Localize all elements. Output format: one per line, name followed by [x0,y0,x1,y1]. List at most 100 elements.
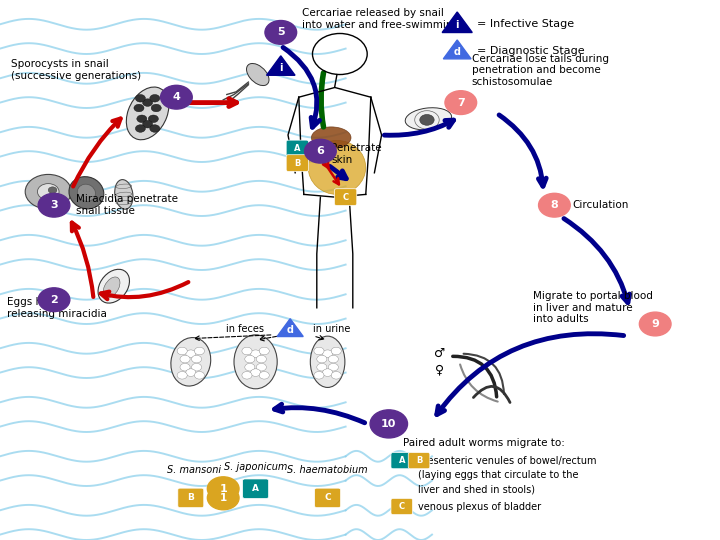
Text: Cercariae released by snail
into water and free-swimming: Cercariae released by snail into water a… [302,8,459,30]
Text: 3: 3 [50,200,58,210]
Circle shape [148,115,158,123]
Circle shape [37,184,59,200]
Circle shape [186,369,196,376]
Text: in urine: in urine [312,325,350,334]
Text: Migrate to portal blood
in liver and mature
into adults: Migrate to portal blood in liver and mat… [533,291,652,325]
Circle shape [259,372,269,379]
Circle shape [151,104,161,112]
Text: Eggs hatch
releasing miracidia: Eggs hatch releasing miracidia [7,297,107,319]
Text: Penetrate
skin: Penetrate skin [331,143,382,165]
Ellipse shape [311,127,351,148]
Text: = Diagnostic Stage: = Diagnostic Stage [477,46,584,56]
Circle shape [194,347,204,355]
Text: C: C [324,494,331,502]
Text: B: B [416,456,422,465]
Circle shape [150,125,160,132]
FancyBboxPatch shape [287,154,308,172]
Polygon shape [277,319,303,336]
Ellipse shape [103,277,120,298]
Text: 1: 1 [220,493,227,503]
FancyBboxPatch shape [391,498,413,515]
Circle shape [305,139,336,163]
Text: B: B [294,159,300,167]
Circle shape [242,372,252,379]
Circle shape [180,363,190,371]
FancyBboxPatch shape [178,488,204,508]
Text: i: i [279,64,282,73]
Circle shape [314,347,324,355]
Circle shape [177,347,187,355]
Circle shape [265,21,297,44]
Ellipse shape [69,177,104,209]
Circle shape [245,355,255,363]
Text: ♀: ♀ [435,363,444,376]
Text: Miracidia penetrate
snail tissue: Miracidia penetrate snail tissue [76,194,178,216]
Text: Sporocysts in snail
(successive generations): Sporocysts in snail (successive generati… [11,59,141,81]
Text: S. haematobium: S. haematobium [287,465,368,475]
Ellipse shape [405,108,451,130]
Text: d: d [454,47,461,57]
Circle shape [180,355,190,363]
Ellipse shape [126,87,169,140]
Ellipse shape [114,180,133,209]
Ellipse shape [98,269,130,303]
FancyArrowPatch shape [453,356,497,397]
Circle shape [445,91,477,114]
Circle shape [420,114,434,125]
Circle shape [323,369,333,376]
Text: ♂: ♂ [433,347,445,360]
Circle shape [331,372,341,379]
Circle shape [331,347,341,355]
Circle shape [245,363,255,371]
Text: in feces: in feces [226,325,264,334]
Circle shape [48,187,57,193]
Text: C: C [343,193,348,201]
Text: S. mansoni: S. mansoni [167,465,222,475]
Circle shape [539,193,570,217]
Circle shape [25,174,71,209]
Circle shape [135,125,145,132]
Circle shape [256,363,266,371]
Circle shape [317,363,327,371]
Text: 7: 7 [457,98,464,107]
FancyBboxPatch shape [287,140,308,157]
Text: C: C [399,502,405,511]
Circle shape [251,350,261,357]
FancyBboxPatch shape [315,488,341,508]
Text: A: A [252,484,259,493]
Circle shape [317,355,327,363]
Text: Paired adult worms migrate to:: Paired adult worms migrate to: [403,438,565,448]
Text: mesenteric venules of bowel/rectum: mesenteric venules of bowel/rectum [418,456,596,465]
Ellipse shape [310,336,345,388]
Text: Cercariae lose tails during
penetration and become
schistosomulae: Cercariae lose tails during penetration … [472,53,608,87]
Circle shape [207,486,239,510]
Text: liver and shed in stools): liver and shed in stools) [418,485,534,495]
Text: 4: 4 [173,92,180,102]
Polygon shape [444,40,471,59]
Text: 5: 5 [277,28,284,37]
Circle shape [314,372,324,379]
Ellipse shape [234,335,277,389]
Ellipse shape [77,184,96,201]
Text: B: B [187,494,194,502]
Circle shape [186,350,196,357]
FancyArrowPatch shape [321,73,323,127]
Text: 1: 1 [220,484,227,494]
Circle shape [256,355,266,363]
Text: A: A [398,456,405,465]
Ellipse shape [246,64,269,85]
Circle shape [143,99,153,106]
Circle shape [639,312,671,336]
Circle shape [194,372,204,379]
Circle shape [328,363,338,371]
Text: 10: 10 [381,419,397,429]
FancyBboxPatch shape [391,453,413,469]
Circle shape [192,363,202,371]
Polygon shape [266,56,295,75]
FancyArrowPatch shape [460,364,498,402]
FancyArrowPatch shape [474,386,510,402]
Text: 8: 8 [551,200,558,210]
Circle shape [38,193,70,217]
Ellipse shape [308,140,366,194]
FancyBboxPatch shape [408,453,430,469]
